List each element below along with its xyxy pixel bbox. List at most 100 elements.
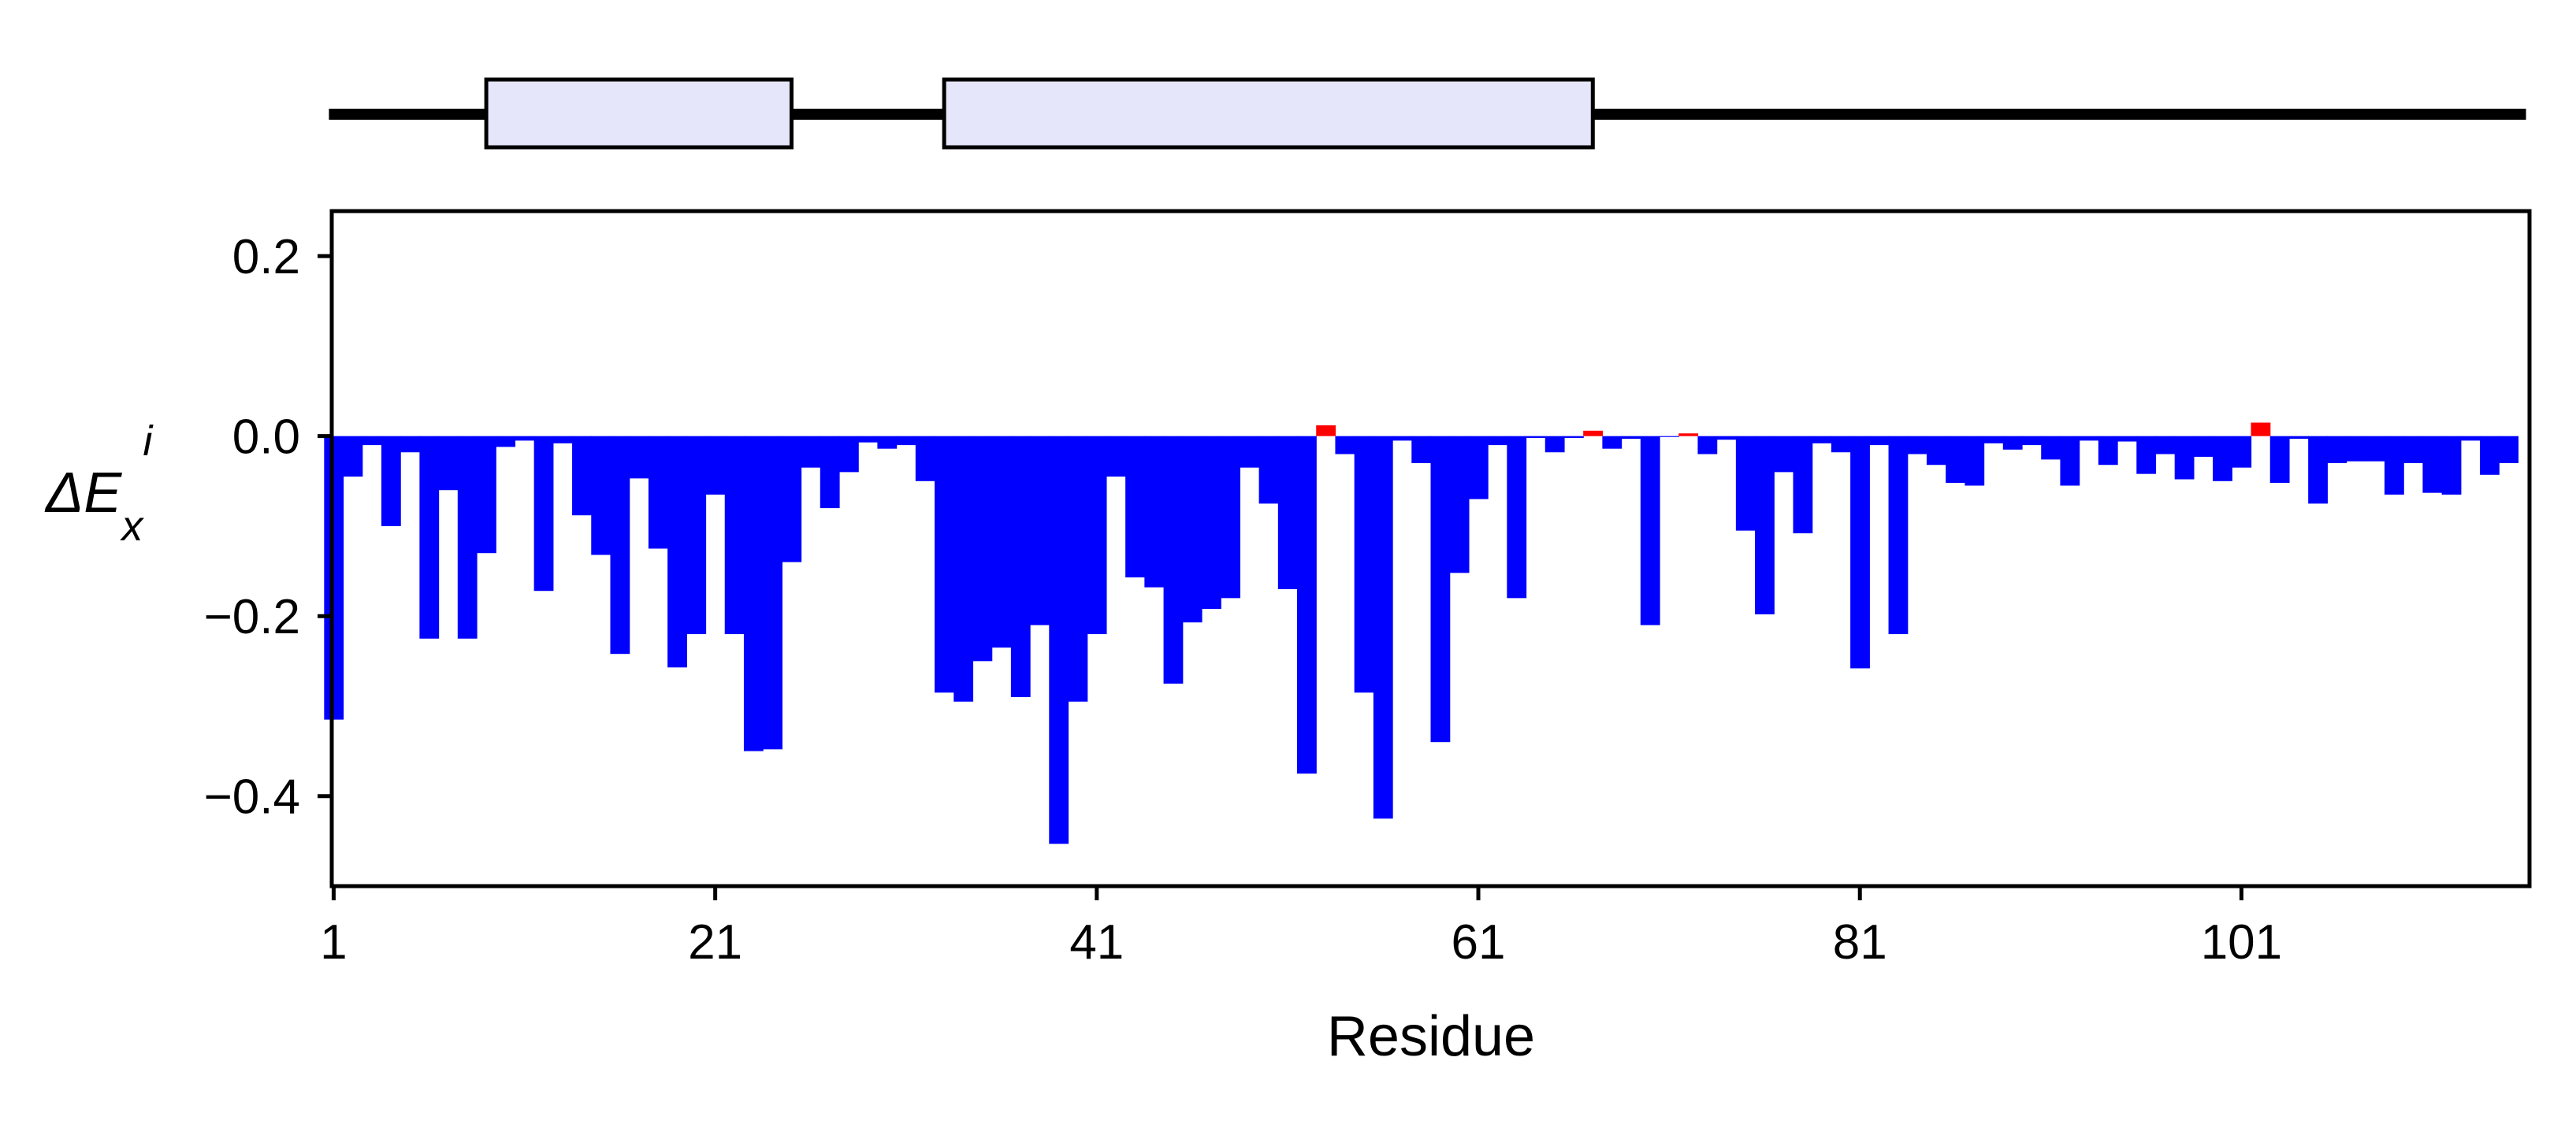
bar-residue-107 bbox=[2346, 436, 2366, 462]
y-tick-label-1: 0.0 bbox=[232, 410, 300, 465]
bar-residue-22 bbox=[724, 436, 745, 635]
bar-residue-77 bbox=[1774, 436, 1794, 473]
bar-residue-97 bbox=[2155, 436, 2176, 454]
bar-residue-105 bbox=[2308, 436, 2328, 504]
bar-residue-74 bbox=[1716, 436, 1737, 440]
y-tick-label-3: −0.4 bbox=[204, 770, 300, 825]
bar-residue-69 bbox=[1621, 436, 1641, 440]
bar-residue-3 bbox=[362, 436, 382, 446]
bar-residue-55 bbox=[1354, 436, 1374, 693]
bar-residue-47 bbox=[1201, 436, 1221, 610]
bar-residue-65 bbox=[1544, 436, 1565, 453]
bar-residue-83 bbox=[1888, 436, 1909, 635]
bar-residue-37 bbox=[1010, 436, 1031, 698]
bar-residue-79 bbox=[1812, 436, 1832, 443]
bar-residue-40 bbox=[1068, 436, 1088, 702]
bar-residue-20 bbox=[686, 436, 707, 635]
bar-residue-78 bbox=[1793, 436, 1813, 534]
bar-residue-94 bbox=[2098, 436, 2118, 466]
y-tick-label-0: 0.2 bbox=[232, 230, 300, 284]
bar-residue-38 bbox=[1030, 436, 1050, 625]
bar-residue-99 bbox=[2193, 436, 2214, 457]
bar-residue-90 bbox=[2022, 436, 2042, 446]
bar-residue-100 bbox=[2213, 436, 2232, 481]
bar-residue-50 bbox=[1258, 436, 1279, 504]
ss-helix-1 bbox=[484, 77, 794, 150]
bar-residue-32 bbox=[915, 436, 935, 481]
bar-residue-81 bbox=[1850, 436, 1870, 669]
bar-residue-33 bbox=[935, 436, 954, 693]
bar-residue-71 bbox=[1660, 436, 1679, 437]
bar-residue-88 bbox=[1983, 436, 2004, 443]
bar-residue-86 bbox=[1946, 436, 1965, 484]
bar-residue-61 bbox=[1468, 436, 1489, 499]
bar-residue-58 bbox=[1411, 436, 1432, 463]
bar-residue-96 bbox=[2136, 436, 2157, 474]
bar-residue-53 bbox=[1316, 425, 1336, 436]
bar-residue-68 bbox=[1602, 436, 1623, 449]
bar-residue-104 bbox=[2288, 436, 2309, 440]
bar-residue-48 bbox=[1221, 436, 1240, 599]
bar-residue-15 bbox=[591, 436, 611, 555]
bar-residue-73 bbox=[1697, 436, 1718, 454]
bar-residue-27 bbox=[820, 436, 840, 509]
axes bbox=[329, 209, 2532, 888]
bar-residue-101 bbox=[2232, 436, 2252, 468]
bar-residue-63 bbox=[1507, 436, 1527, 599]
bar-series bbox=[324, 422, 2519, 844]
bar-residue-26 bbox=[801, 436, 821, 468]
bar-residue-21 bbox=[705, 436, 726, 495]
bar-residue-44 bbox=[1144, 436, 1165, 588]
bar-residue-35 bbox=[972, 436, 993, 662]
bar-residue-103 bbox=[2269, 436, 2290, 484]
bar-residue-76 bbox=[1755, 436, 1775, 614]
bar-residue-51 bbox=[1277, 436, 1298, 589]
bar-residue-75 bbox=[1735, 436, 1756, 531]
bar-residue-9 bbox=[477, 436, 496, 554]
bar-residue-5 bbox=[400, 436, 420, 453]
bar-residue-80 bbox=[1831, 436, 1851, 453]
bar-residue-10 bbox=[496, 436, 516, 447]
bar-residue-109 bbox=[2385, 436, 2404, 495]
bar-residue-52 bbox=[1297, 436, 1317, 774]
bar-residue-29 bbox=[858, 436, 879, 443]
bar-residue-23 bbox=[743, 436, 764, 751]
bar-residue-62 bbox=[1488, 436, 1507, 446]
bar-residue-7 bbox=[438, 436, 459, 491]
bar-residue-17 bbox=[629, 436, 649, 479]
bar-residue-34 bbox=[953, 436, 974, 702]
bar-residue-13 bbox=[552, 436, 573, 443]
bar-residue-4 bbox=[381, 436, 401, 526]
bar-residue-36 bbox=[991, 436, 1012, 648]
bar-residue-89 bbox=[2002, 436, 2023, 450]
bar-residue-18 bbox=[648, 436, 668, 549]
bar-residue-87 bbox=[1965, 436, 1985, 486]
bar-residue-28 bbox=[838, 436, 859, 473]
y-axis-label: ΔExi bbox=[44, 417, 154, 550]
bar-residue-64 bbox=[1526, 436, 1546, 438]
bar-residue-60 bbox=[1449, 436, 1470, 573]
bar-residue-31 bbox=[896, 436, 916, 446]
bar-residue-92 bbox=[2060, 436, 2080, 486]
x-tick-label-21: 21 bbox=[688, 915, 742, 970]
bar-residue-98 bbox=[2174, 436, 2195, 480]
bar-residue-41 bbox=[1087, 436, 1107, 635]
bar-residue-110 bbox=[2403, 436, 2424, 463]
bar-residue-8 bbox=[457, 436, 478, 639]
bar-residue-66 bbox=[1563, 436, 1584, 438]
bar-residue-19 bbox=[667, 436, 687, 668]
bar-residue-25 bbox=[782, 436, 802, 562]
bar-residue-14 bbox=[572, 436, 592, 516]
x-tick-label-101: 101 bbox=[2201, 915, 2282, 970]
bar-residue-85 bbox=[1926, 436, 1946, 466]
y-axis-label-subscript: x bbox=[119, 503, 144, 550]
ss-helix-2 bbox=[942, 77, 1595, 150]
bar-residue-106 bbox=[2327, 436, 2347, 463]
bar-residue-59 bbox=[1430, 436, 1451, 743]
x-tick-label-41: 41 bbox=[1069, 915, 1124, 970]
bar-residue-67 bbox=[1583, 430, 1603, 436]
y-axis-label-base: ΔE bbox=[44, 462, 122, 525]
bar-residue-39 bbox=[1049, 436, 1069, 844]
bar-residue-43 bbox=[1125, 436, 1145, 578]
